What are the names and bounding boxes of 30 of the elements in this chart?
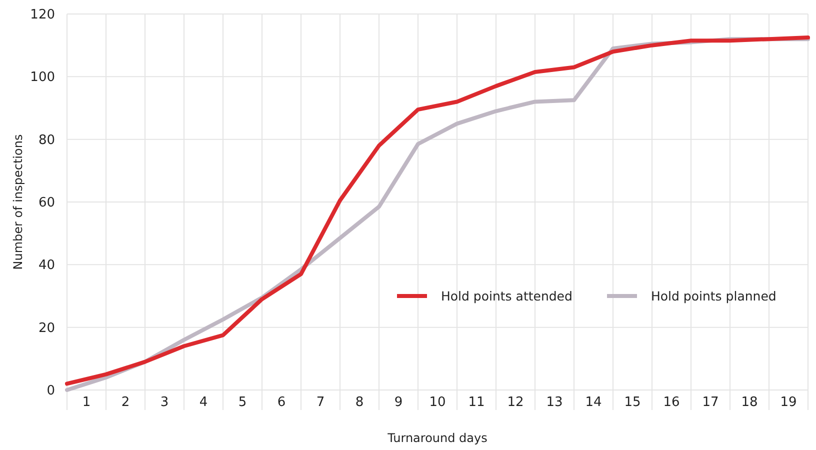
y-tick-label: 60 <box>38 196 55 211</box>
x-tick-label: 4 <box>199 395 208 410</box>
x-tick-label: 7 <box>316 395 325 410</box>
x-tick-label: 14 <box>585 395 602 410</box>
x-tick-label: 19 <box>780 395 797 410</box>
x-tick-label: 9 <box>394 395 403 410</box>
y-axis-title: Number of inspections <box>11 134 25 270</box>
y-tick-label: 40 <box>38 258 55 274</box>
x-tick-label: 8 <box>355 395 364 410</box>
x-tick-label: 16 <box>663 395 680 410</box>
x-tick-label: 5 <box>238 395 247 410</box>
x-tick-label: 3 <box>160 395 169 410</box>
y-tick-label: 120 <box>30 8 55 23</box>
y-tick-label: 100 <box>30 70 55 86</box>
x-axis-title: Turnaround days <box>386 431 488 445</box>
legend-label: Hold points planned <box>651 288 776 304</box>
x-tick-label: 2 <box>121 395 130 410</box>
x-tick-label: 18 <box>741 395 758 410</box>
x-tick-label: 12 <box>507 395 524 410</box>
x-tick-label: 6 <box>277 395 286 410</box>
x-tick-label: 13 <box>546 395 563 410</box>
x-tick-label: 17 <box>702 395 719 410</box>
legend-label: Hold points attended <box>441 288 572 304</box>
y-tick-label: 80 <box>38 132 55 148</box>
x-tick-label: 10 <box>429 395 446 410</box>
x-tick-label: 1 <box>82 395 91 410</box>
y-tick-label: 0 <box>46 384 55 399</box>
x-tick-label: 15 <box>624 395 641 410</box>
x-tick-label: 11 <box>468 395 485 410</box>
y-tick-label: 20 <box>38 320 55 336</box>
